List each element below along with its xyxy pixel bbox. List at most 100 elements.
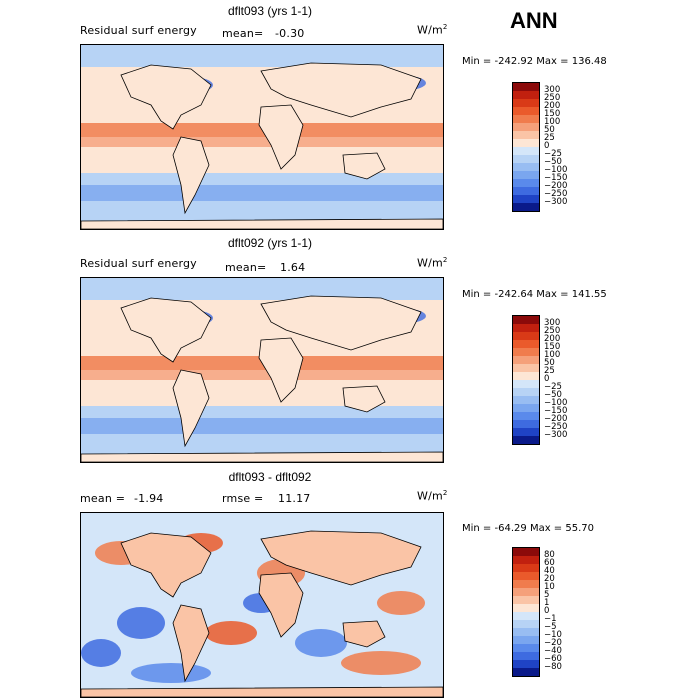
colorbar-swatch — [512, 396, 540, 404]
colorbar-tick-label: −50 — [544, 157, 562, 167]
coastline — [342, 152, 386, 180]
coastline — [81, 218, 443, 229]
colorbar-swatch — [512, 155, 540, 163]
colorbar-tick-label: −300 — [544, 430, 568, 440]
colorbar-tick-label: −250 — [544, 189, 568, 199]
panel1-colorbar: 300 250 200 150 100 50 25 0 −25 −50 −100 −150 −200 −2… — [512, 82, 567, 212]
colorbar-tick-label: −80 — [544, 662, 562, 672]
colorbar-tick-label: 200 — [544, 334, 561, 344]
colorbar-swatch — [512, 179, 540, 187]
coastline — [120, 64, 212, 130]
colorbar-tick-label: −5 — [544, 622, 557, 632]
map-field — [81, 278, 443, 462]
panel1-min-value: -242.92 — [494, 56, 534, 67]
colorbar-swatch — [512, 139, 540, 147]
colorbar-tick-label: −25 — [544, 382, 562, 392]
colorbar-tick-label: −150 — [544, 406, 568, 416]
colorbar-swatch — [512, 356, 540, 364]
panel1-title: dflt093 (yrs 1-1) — [227, 4, 313, 18]
colorbar-swatch — [512, 99, 540, 107]
colorbar-swatch — [512, 131, 540, 139]
colorbar-tick-label: −100 — [544, 398, 568, 408]
colorbar-swatch — [512, 612, 540, 620]
colorbar-swatch — [512, 620, 540, 628]
coastline — [81, 451, 443, 462]
colorbar-swatch — [512, 115, 540, 123]
panel1-units: W/m2 — [417, 23, 448, 37]
panel2-title: dflt092 (yrs 1-1) — [227, 236, 313, 250]
colorbar-swatch — [512, 668, 540, 677]
panel2-units: W/m2 — [417, 256, 448, 270]
colorbar-tick-label: 150 — [544, 109, 561, 119]
colorbar-swatch — [512, 580, 540, 588]
colorbar-tick-label: −100 — [544, 165, 568, 175]
colorbar-swatch — [512, 324, 540, 332]
colorbar-swatch — [512, 564, 540, 572]
colorbar-tick-label: −50 — [544, 390, 562, 400]
colorbar-tick-label: 150 — [544, 342, 561, 352]
panel3-mean-label: mean = — [80, 492, 126, 505]
colorbar-swatch — [512, 556, 540, 564]
colorbar-swatch — [512, 388, 540, 396]
panel3-minmax: Min = -64.29 Max = 55.70 — [462, 523, 594, 534]
colorbar-swatch — [512, 628, 540, 636]
colorbar-tick-label: 0 — [544, 374, 550, 384]
colorbar-tick-label: −200 — [544, 414, 568, 424]
map-field — [81, 45, 443, 229]
colorbar-swatch — [512, 315, 540, 324]
colorbar-tick-label: −200 — [544, 181, 568, 191]
colorbar-tick-label: 25 — [544, 366, 555, 376]
panel1-minmax: Min = -242.92 Max = 136.48 — [462, 56, 607, 67]
colorbar-swatch — [512, 428, 540, 436]
colorbar-swatch — [512, 652, 540, 660]
colorbar-tick-label: −40 — [544, 646, 562, 656]
panel3-rmse-value: 11.17 — [278, 492, 311, 505]
panel1-map — [80, 44, 444, 230]
colorbar-tick-label: −20 — [544, 638, 562, 648]
panel1-variable-label: Residual surf energy — [80, 24, 197, 37]
colorbar-swatch — [512, 203, 540, 212]
colorbar-swatch — [512, 348, 540, 356]
colorbar-tick-label: 20 — [544, 574, 555, 584]
coastline — [120, 297, 212, 363]
colorbar-tick-label: 100 — [544, 350, 561, 360]
panel1-mean-value: -0.30 — [275, 27, 305, 40]
colorbar-swatch — [512, 380, 540, 388]
colorbar-tick-label: 250 — [544, 326, 561, 336]
colorbar-tick-label: −150 — [544, 173, 568, 183]
panel3-rmse-label: rmse = — [222, 492, 264, 505]
colorbar-swatch — [512, 596, 540, 604]
panel3-title: dflt093 - dflt092 — [228, 470, 312, 484]
colorbar-swatch — [512, 404, 540, 412]
colorbar-tick-label: 0 — [544, 606, 550, 616]
panel2-colorbar: 300 250 200 150 100 50 25 0 −25 −50 −100 −150 −200 −2… — [512, 315, 567, 445]
panel3-min-value: -64.29 — [494, 523, 527, 534]
colorbar-tick-label: 80 — [544, 550, 555, 560]
colorbar-tick-label: 0 — [544, 141, 550, 151]
panel2-mean-value: 1.64 — [280, 261, 306, 274]
colorbar-swatch — [512, 107, 540, 115]
map-field — [81, 513, 443, 697]
colorbar-tick-label: 300 — [544, 85, 561, 95]
colorbar-swatch — [512, 163, 540, 171]
coastline — [260, 530, 422, 586]
colorbar-swatch — [512, 123, 540, 131]
colorbar-swatch — [512, 547, 540, 556]
coastline — [172, 136, 210, 215]
coastline — [172, 369, 210, 448]
colorbar-tick-label: −1 — [544, 614, 557, 624]
panel2-min-value: -242.64 — [494, 289, 534, 300]
colorbar-tick-label: 300 — [544, 318, 561, 328]
colorbar-tick-label: −250 — [544, 422, 568, 432]
colorbar-swatch — [512, 588, 540, 596]
colorbar-swatch — [512, 195, 540, 203]
colorbar-swatch — [512, 332, 540, 340]
panel3-colorbar: 80 60 40 20 10 5 1 0 −1 −5 −10 −20 −40 −60 −80 — [512, 547, 562, 677]
coastline — [120, 532, 212, 598]
colorbar-tick-label: −300 — [544, 197, 568, 207]
colorbar-swatch — [512, 636, 540, 644]
panel3-map — [80, 512, 444, 698]
colorbar-tick-label: 10 — [544, 582, 555, 592]
colorbar-tick-label: 100 — [544, 117, 561, 127]
colorbar-tick-label: 50 — [544, 125, 555, 135]
